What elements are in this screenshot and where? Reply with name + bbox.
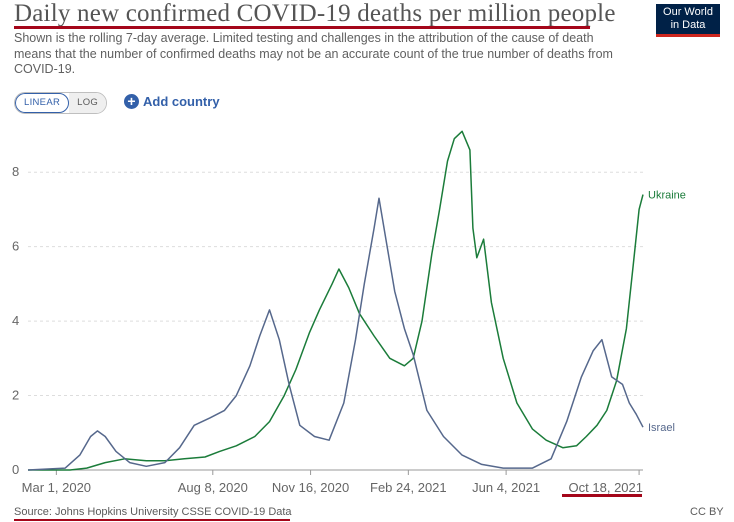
add-country-button[interactable]: + Add country [124, 94, 220, 109]
add-country-label: Add country [143, 94, 220, 109]
series-line-israel [27, 197, 644, 471]
series-line-ukraine [28, 130, 644, 471]
logo-line-1: Our World [663, 6, 713, 18]
y-tick-label-6: 6 [12, 239, 19, 254]
linear-scale-button[interactable]: LINEAR [15, 93, 70, 113]
source-annotation-underline [14, 519, 290, 521]
x-tick-label-1: Aug 8, 2020 [178, 480, 248, 495]
log-scale-button[interactable]: LOG [69, 93, 107, 113]
x-tick-label-5: Oct 18, 2021 [569, 480, 643, 495]
source-link[interactable]: Source: Johns Hopkins University CSSE CO… [14, 506, 292, 518]
date-annotation-underline [562, 494, 642, 497]
chart-subtitle: Shown is the rolling 7-day average. Limi… [14, 31, 613, 76]
chart-title: Daily new confirmed COVID-19 deaths per … [14, 0, 616, 27]
series-label-israel: Israel [648, 422, 675, 434]
y-tick-label-4: 4 [12, 313, 19, 328]
x-tick-label-3: Feb 24, 2021 [370, 480, 447, 495]
y-tick-label-0: 0 [12, 462, 19, 477]
owid-logo[interactable]: Our World in Data [656, 4, 720, 36]
y-tick-label-2: 2 [12, 388, 19, 403]
title-annotation-underline [14, 26, 590, 29]
plus-circle-icon: + [124, 94, 139, 109]
scale-toggle[interactable]: LINEAR LOG [14, 92, 108, 114]
logo-line-2: in Data [670, 19, 706, 31]
x-tick-label-2: Nov 16, 2020 [272, 480, 349, 495]
logo-accent-bar [656, 34, 720, 37]
license-link[interactable]: CC BY [690, 506, 724, 518]
y-tick-label-8: 8 [12, 164, 19, 179]
x-tick-label-0: Mar 1, 2020 [22, 480, 91, 495]
x-tick-label-4: Jun 4, 2021 [472, 480, 540, 495]
series-label-ukraine: Ukraine [648, 190, 686, 202]
